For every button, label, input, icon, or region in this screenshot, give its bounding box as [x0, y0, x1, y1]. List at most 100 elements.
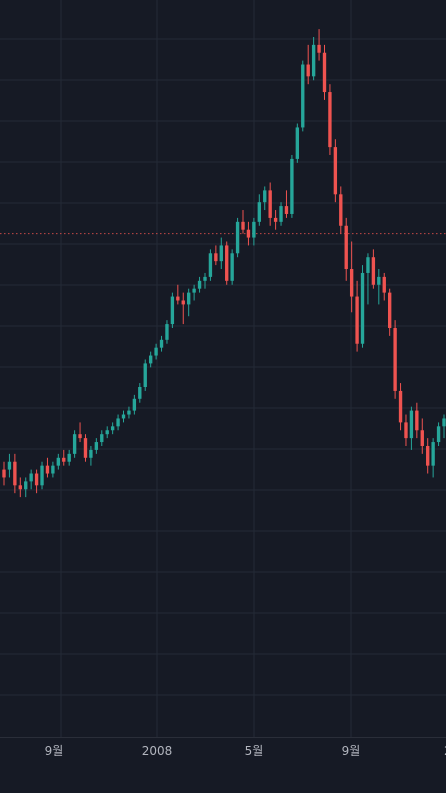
candle-down[interactable]: [393, 320, 397, 399]
candle-down[interactable]: [420, 418, 424, 454]
candle-body: [333, 147, 338, 195]
candle-down[interactable]: [404, 414, 408, 446]
candle-up[interactable]: [203, 272, 207, 289]
candle-up[interactable]: [94, 438, 99, 454]
candle-up[interactable]: [72, 430, 77, 458]
candle-up[interactable]: [51, 461, 55, 478]
candle-body: [51, 465, 55, 474]
candle-body: [132, 398, 137, 411]
candle-up[interactable]: [208, 249, 213, 281]
candle-up[interactable]: [197, 276, 202, 293]
candle-up[interactable]: [116, 414, 120, 431]
candle-up[interactable]: [24, 477, 28, 498]
candle-up[interactable]: [295, 123, 300, 163]
candle-body: [83, 438, 88, 458]
candle-up[interactable]: [192, 284, 196, 301]
candle-body: [13, 461, 17, 486]
candle-down[interactable]: [45, 457, 50, 478]
candle-up[interactable]: [230, 249, 234, 285]
candle-down[interactable]: [176, 284, 180, 305]
candle-down[interactable]: [284, 190, 289, 218]
time-axis[interactable]: 9월 2008 5월 9월 2: [45, 744, 446, 758]
candle-down[interactable]: [78, 422, 82, 443]
candle-up[interactable]: [257, 194, 261, 226]
candle-up[interactable]: [187, 288, 191, 317]
candle-down[interactable]: [214, 245, 218, 266]
candle-up[interactable]: [121, 410, 126, 423]
candle-down[interactable]: [246, 221, 251, 246]
candle-body: [187, 292, 191, 305]
candle-body: [214, 253, 218, 262]
candle-up[interactable]: [263, 186, 267, 211]
candle-up[interactable]: [290, 154, 294, 218]
candle-up[interactable]: [311, 37, 316, 81]
candle-up[interactable]: [127, 406, 131, 419]
candle-down[interactable]: [317, 29, 321, 61]
candle-up[interactable]: [100, 430, 104, 446]
candle-body: [328, 92, 332, 148]
candle-up[interactable]: [148, 351, 153, 368]
candle-body: [127, 410, 131, 415]
candle-down[interactable]: [344, 217, 348, 281]
candle-up[interactable]: [279, 202, 283, 226]
candle-down[interactable]: [371, 249, 376, 289]
candle-down[interactable]: [415, 402, 419, 439]
candle-up[interactable]: [154, 343, 158, 360]
candle-down[interactable]: [322, 44, 327, 100]
candle-down[interactable]: [268, 182, 272, 226]
candle-down[interactable]: [355, 280, 359, 352]
candle-up[interactable]: [360, 265, 365, 348]
candle-down[interactable]: [273, 210, 278, 230]
candle-layer[interactable]: [2, 29, 446, 498]
candle-down[interactable]: [387, 288, 392, 336]
candle-up[interactable]: [235, 217, 240, 258]
candle-down[interactable]: [328, 84, 332, 155]
candle-down[interactable]: [333, 139, 338, 203]
candle-down[interactable]: [306, 44, 310, 85]
candle-up[interactable]: [143, 359, 147, 391]
candle-body: [56, 457, 61, 466]
candle-body: [45, 465, 50, 474]
candle-up[interactable]: [159, 335, 164, 352]
candle-down[interactable]: [34, 469, 39, 494]
x-tick-label: 2008: [142, 744, 173, 758]
candle-down[interactable]: [13, 453, 17, 494]
candle-down[interactable]: [398, 383, 403, 431]
candle-down[interactable]: [18, 477, 22, 498]
candle-up[interactable]: [105, 426, 109, 439]
candle-up[interactable]: [301, 60, 305, 132]
candle-up[interactable]: [377, 269, 381, 305]
candle-down[interactable]: [181, 292, 185, 325]
candle-body: [143, 363, 147, 387]
candle-down[interactable]: [241, 210, 245, 234]
candle-down[interactable]: [2, 461, 6, 486]
candle-up[interactable]: [252, 217, 256, 246]
candle-body: [322, 52, 327, 93]
candle-up[interactable]: [170, 292, 175, 329]
candle-up[interactable]: [409, 406, 414, 450]
candle-down[interactable]: [339, 186, 343, 234]
candle-up[interactable]: [165, 320, 169, 344]
candle-up[interactable]: [132, 394, 137, 415]
candle-up[interactable]: [431, 438, 435, 478]
candle-up[interactable]: [366, 253, 370, 305]
candle-up[interactable]: [56, 453, 61, 470]
candle-up[interactable]: [89, 445, 93, 466]
candle-down[interactable]: [83, 434, 88, 462]
candle-up[interactable]: [7, 453, 12, 478]
candle-up[interactable]: [219, 237, 223, 270]
candle-down[interactable]: [426, 438, 430, 474]
candle-down[interactable]: [225, 241, 229, 285]
candle-up[interactable]: [110, 422, 115, 435]
candle-up[interactable]: [436, 422, 441, 446]
candle-down[interactable]: [382, 272, 386, 301]
candle-up[interactable]: [29, 469, 33, 490]
candle-down[interactable]: [349, 241, 354, 313]
candle-up[interactable]: [442, 414, 446, 439]
candle-up[interactable]: [67, 449, 71, 466]
candle-down[interactable]: [62, 449, 66, 466]
candle-up[interactable]: [138, 383, 142, 403]
candle-up[interactable]: [40, 461, 44, 490]
